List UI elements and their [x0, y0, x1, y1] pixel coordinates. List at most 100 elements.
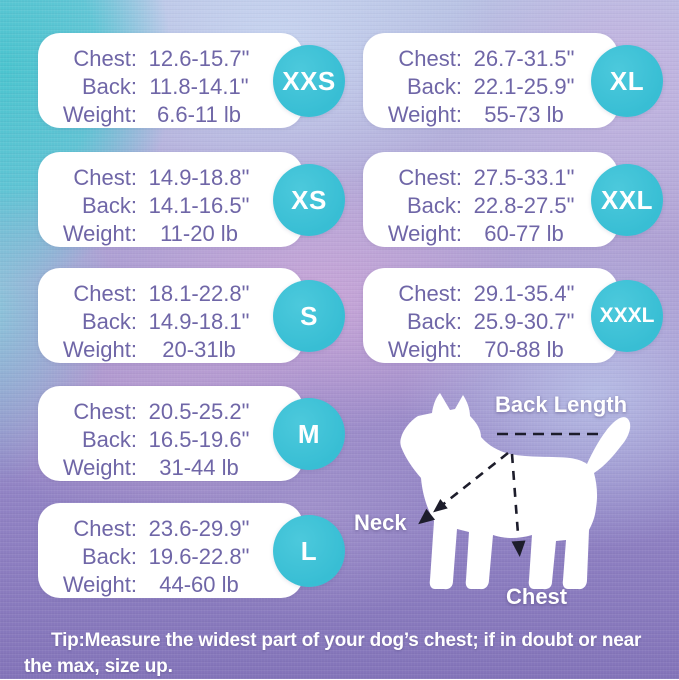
weight-value: 6.6-11 lb — [157, 102, 241, 127]
dog-measurement-diagram: Back Length Neck Chest — [340, 390, 679, 620]
size-card-m: Chest: 20.5-25.2" Back: 16.5-19.6" Weigh… — [38, 386, 345, 482]
back-value: 14.1-16.5" — [148, 193, 250, 218]
weight-row: Weight: 31-44 lb — [57, 454, 303, 482]
back-row: Back: 22.1-25.9" — [382, 73, 618, 101]
weight-label: Weight: — [62, 572, 137, 597]
weight-value: 11-20 lb — [160, 221, 238, 246]
size-badge-l: L — [273, 515, 345, 587]
back-value: 14.9-18.1" — [148, 309, 250, 334]
weight-value: 70-88 lb — [484, 337, 564, 362]
chest-row: Chest: 20.5-25.2" — [57, 398, 303, 426]
chest-value: 20.5-25.2" — [148, 399, 250, 424]
chest-label: Chest: — [398, 46, 462, 71]
chest-value: 18.1-22.8" — [148, 281, 250, 306]
weight-value: 31-44 lb — [159, 455, 239, 480]
back-label: Back: — [406, 193, 462, 218]
neck-label: Neck — [354, 510, 407, 535]
back-row: Back: 14.9-18.1" — [57, 308, 303, 336]
weight-value: 20-31lb — [162, 337, 236, 362]
back-row: Back: 22.8-27.5" — [382, 192, 618, 220]
weight-row: Weight: 6.6-11 lb — [57, 101, 303, 129]
tip-line-2: the max, size up. — [24, 656, 173, 677]
weight-label: Weight: — [387, 221, 462, 246]
back-label: Back: — [81, 427, 137, 452]
weight-label: Weight: — [62, 221, 137, 246]
weight-row: Weight: 55-73 lb — [382, 101, 618, 129]
chest-row: Chest: 12.6-15.7" — [57, 45, 303, 73]
weight-value: 60-77 lb — [484, 221, 564, 246]
weight-label: Weight: — [62, 337, 137, 362]
back-value: 22.1-25.9" — [473, 74, 575, 99]
back-value: 22.8-27.5" — [473, 193, 575, 218]
chest-label: Chest: — [73, 516, 137, 541]
size-badge-label: XXS — [282, 65, 336, 96]
size-badge-xl: XL — [591, 45, 663, 117]
dog-diagram-svg — [400, 393, 631, 590]
size-badge-label: L — [300, 535, 318, 566]
size-badge-label: XXL — [600, 184, 654, 215]
size-badge-label: XS — [291, 184, 327, 215]
size-badge-label: XXXL — [599, 304, 655, 327]
back-row: Back: 25.9-30.7" — [382, 308, 618, 336]
size-card-xxl: Chest: 27.5-33.1" Back: 22.8-27.5" Weigh… — [363, 152, 663, 248]
size-card-xxxl: Chest: 29.1-35.4" Back: 25.9-30.7" Weigh… — [363, 268, 663, 363]
size-badge-label: M — [297, 418, 321, 449]
weight-value: 44-60 lb — [159, 572, 239, 597]
back-label: Back: — [81, 309, 137, 334]
chest-value: 14.9-18.8" — [148, 165, 250, 190]
size-badge-s: S — [273, 280, 345, 352]
back-row: Back: 19.6-22.8" — [57, 543, 303, 571]
size-badge-xxl: XXL — [591, 164, 663, 236]
chest-value: 27.5-33.1" — [473, 165, 575, 190]
chest-row: Chest: 23.6-29.9" — [57, 515, 303, 543]
back-label: Back: — [406, 309, 462, 334]
back-value: 19.6-22.8" — [148, 544, 250, 569]
chest-label: Chest — [506, 584, 568, 609]
neck-arrowhead — [418, 499, 448, 525]
chest-value: 23.6-29.9" — [148, 516, 250, 541]
weight-row: Weight: 44-60 lb — [57, 571, 303, 599]
back-row: Back: 11.8-14.1" — [57, 73, 303, 101]
size-badge-xxxl: XXXL — [591, 280, 663, 352]
size-badge-xs: XS — [273, 164, 345, 236]
back-value: 25.9-30.7" — [473, 309, 575, 334]
weight-label: Weight: — [62, 102, 137, 127]
size-badge-label: S — [300, 300, 318, 331]
weight-label: Weight: — [62, 455, 137, 480]
size-card-xs: Chest: 14.9-18.8" Back: 14.1-16.5" Weigh… — [38, 152, 345, 248]
chest-label: Chest: — [73, 281, 137, 306]
back-row: Back: 14.1-16.5" — [57, 192, 303, 220]
weight-row: Weight: 11-20 lb — [57, 220, 303, 248]
neck-line — [440, 451, 509, 508]
tip-line-1: Tip:Measure the widest part of your dog’… — [51, 630, 642, 651]
size-badge-label: XL — [609, 65, 645, 96]
back-row: Back: 16.5-19.6" — [57, 426, 303, 454]
size-card-s: Chest: 18.1-22.8" Back: 14.9-18.1" Weigh… — [38, 268, 345, 364]
chest-row: Chest: 27.5-33.1" — [382, 164, 618, 192]
weight-row: Weight: 60-77 lb — [382, 220, 618, 248]
chest-arrowhead — [511, 540, 526, 557]
back-label: Back: — [406, 74, 462, 99]
chest-value: 29.1-35.4" — [473, 281, 575, 306]
weight-label: Weight: — [387, 102, 462, 127]
chest-line — [510, 453, 520, 535]
back-label: Back: — [81, 544, 137, 569]
size-badge-m: M — [273, 398, 345, 470]
chest-value: 12.6-15.7" — [148, 46, 250, 71]
chest-row: Chest: 26.7-31.5" — [382, 45, 618, 73]
chest-label: Chest: — [73, 46, 137, 71]
chest-label: Chest: — [398, 281, 462, 306]
weight-label: Weight: — [387, 337, 462, 362]
back-value: 11.8-14.1" — [149, 74, 249, 99]
chest-label: Chest: — [73, 399, 137, 424]
back-length-label: Back Length — [495, 392, 628, 417]
weight-row: Weight: 20-31lb — [57, 336, 303, 364]
chest-label: Chest: — [398, 165, 462, 190]
size-badge-xxs: XXS — [273, 45, 345, 117]
weight-value: 55-73 lb — [484, 102, 564, 127]
back-label: Back: — [81, 193, 137, 218]
chest-row: Chest: 29.1-35.4" — [382, 280, 618, 308]
chest-row: Chest: 14.9-18.8" — [57, 164, 303, 192]
size-card-l: Chest: 23.6-29.9" Back: 19.6-22.8" Weigh… — [38, 503, 345, 599]
chest-row: Chest: 18.1-22.8" — [57, 280, 303, 308]
